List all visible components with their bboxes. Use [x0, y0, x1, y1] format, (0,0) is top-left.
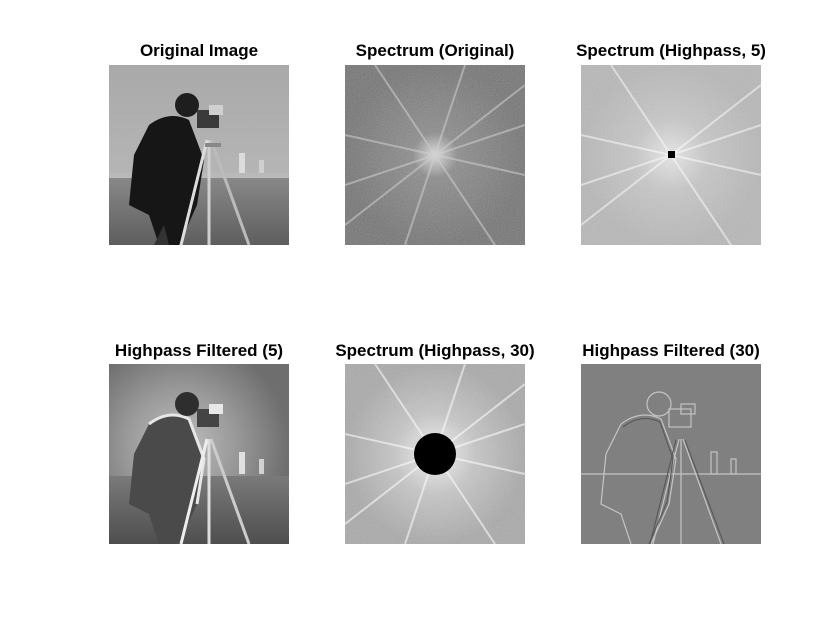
highpass-filtered-30-image — [581, 364, 761, 544]
cameraman-image — [109, 65, 289, 245]
spectrum-original-panel — [345, 65, 525, 245]
panel-title-original-image: Original Image — [79, 41, 319, 61]
original-image-panel — [109, 65, 289, 245]
spectrum-original-image — [345, 65, 525, 245]
highpass-mask-small — [668, 151, 675, 158]
spectrum-highpass-5-panel — [581, 65, 761, 245]
panel-title-spectrum-highpass-5: Spectrum (Highpass, 5) — [551, 41, 791, 61]
panel-title-spectrum-highpass-30: Spectrum (Highpass, 30) — [315, 341, 555, 361]
panel-title-highpass-filtered-5: Highpass Filtered (5) — [79, 341, 319, 361]
spectrum-highpass-5-image — [581, 65, 761, 245]
highpass-mask-large — [414, 433, 456, 475]
spectrum-highpass-30-image — [345, 364, 525, 544]
highpass-filtered-5-image — [109, 364, 289, 544]
highpass-filtered-30-panel — [581, 364, 761, 544]
highpass-filtered-5-panel — [109, 364, 289, 544]
panel-title-highpass-filtered-30: Highpass Filtered (30) — [551, 341, 791, 361]
spectrum-highpass-30-panel — [345, 364, 525, 544]
panel-title-spectrum-original: Spectrum (Original) — [315, 41, 555, 61]
